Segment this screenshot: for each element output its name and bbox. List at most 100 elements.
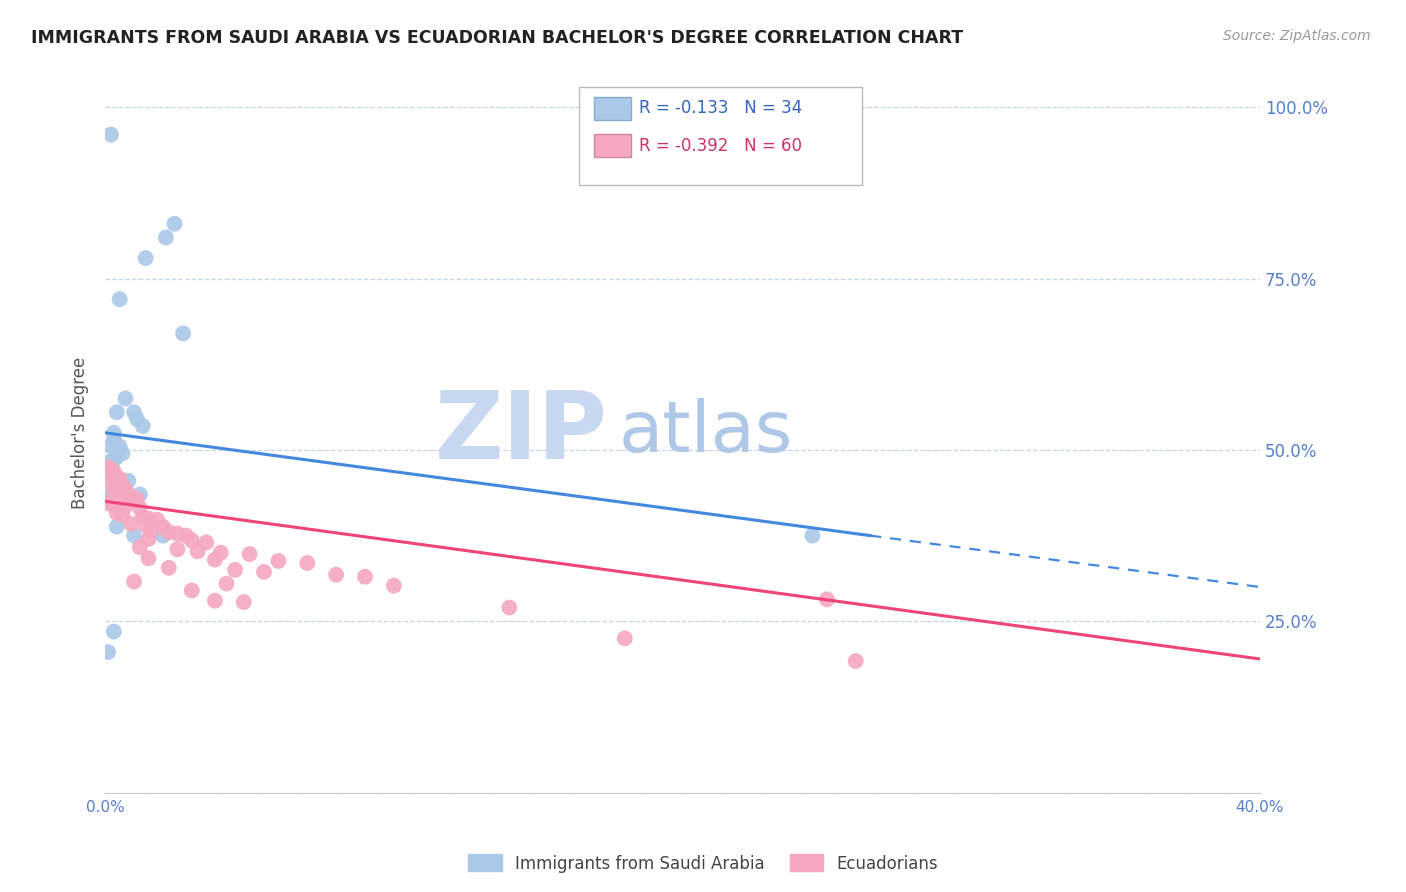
Point xyxy=(613,632,636,646)
Point xyxy=(152,519,174,533)
Point xyxy=(155,230,177,244)
Point xyxy=(97,458,120,472)
Point xyxy=(105,405,128,419)
Point xyxy=(325,567,347,582)
Point xyxy=(135,518,157,533)
Point xyxy=(103,425,125,440)
FancyBboxPatch shape xyxy=(593,134,630,157)
Point xyxy=(132,419,155,434)
Point xyxy=(103,484,125,499)
Point xyxy=(114,483,136,497)
Point xyxy=(166,526,188,541)
Point xyxy=(180,583,202,598)
Point xyxy=(267,554,290,568)
Point xyxy=(215,576,238,591)
Text: atlas: atlas xyxy=(619,399,793,467)
Point xyxy=(105,470,128,484)
Point xyxy=(204,593,226,607)
Point xyxy=(108,478,131,492)
Point xyxy=(128,501,150,516)
Point xyxy=(100,475,122,490)
Point xyxy=(105,519,128,533)
Point xyxy=(801,528,824,542)
Point xyxy=(100,460,122,475)
Point xyxy=(97,455,120,469)
Point xyxy=(815,592,838,607)
Point xyxy=(114,392,136,406)
Point xyxy=(845,654,868,668)
Point xyxy=(103,469,125,483)
Point xyxy=(108,481,131,495)
Point xyxy=(180,533,202,548)
Point xyxy=(128,541,150,555)
Point xyxy=(103,624,125,639)
Point xyxy=(297,556,319,570)
Text: R = -0.392   N = 60: R = -0.392 N = 60 xyxy=(638,136,801,154)
Point xyxy=(111,508,134,522)
Point xyxy=(100,485,122,500)
Point xyxy=(122,405,145,419)
Point xyxy=(354,570,377,584)
Point xyxy=(163,217,186,231)
Point xyxy=(166,542,188,557)
Point xyxy=(111,478,134,492)
Point xyxy=(105,477,128,491)
Point xyxy=(224,563,246,577)
Point xyxy=(100,440,122,454)
Point xyxy=(105,450,128,464)
Point xyxy=(122,491,145,505)
Point xyxy=(120,516,142,531)
Point xyxy=(382,579,405,593)
Point xyxy=(125,412,148,426)
Point xyxy=(111,485,134,500)
Text: Source: ZipAtlas.com: Source: ZipAtlas.com xyxy=(1223,29,1371,43)
Point xyxy=(146,513,169,527)
Point xyxy=(114,499,136,513)
Point xyxy=(138,511,160,525)
Point xyxy=(103,453,125,467)
Point xyxy=(141,524,163,538)
Point xyxy=(138,551,160,566)
Point xyxy=(253,565,276,579)
Point xyxy=(103,472,125,486)
Point xyxy=(174,528,197,542)
Point xyxy=(108,292,131,306)
Point xyxy=(498,600,520,615)
Point xyxy=(232,595,254,609)
Point xyxy=(108,440,131,454)
Point xyxy=(125,492,148,507)
Point xyxy=(132,510,155,524)
Point xyxy=(138,532,160,546)
Point xyxy=(111,481,134,495)
Point xyxy=(122,528,145,542)
Text: ZIP: ZIP xyxy=(434,387,607,479)
Point xyxy=(157,525,180,540)
Point xyxy=(103,498,125,512)
Point xyxy=(97,496,120,510)
Point xyxy=(135,251,157,265)
Point xyxy=(152,528,174,542)
Point xyxy=(128,487,150,501)
Point xyxy=(103,433,125,447)
Point xyxy=(103,465,125,479)
Point xyxy=(108,472,131,486)
Legend: Immigrants from Saudi Arabia, Ecuadorians: Immigrants from Saudi Arabia, Ecuadorian… xyxy=(461,847,945,880)
Point xyxy=(100,462,122,476)
Point xyxy=(100,128,122,142)
Point xyxy=(122,574,145,589)
Text: IMMIGRANTS FROM SAUDI ARABIA VS ECUADORIAN BACHELOR'S DEGREE CORRELATION CHART: IMMIGRANTS FROM SAUDI ARABIA VS ECUADORI… xyxy=(31,29,963,46)
FancyBboxPatch shape xyxy=(593,96,630,120)
Point xyxy=(97,460,120,475)
Point xyxy=(120,490,142,504)
Point xyxy=(97,645,120,659)
Point xyxy=(238,547,260,561)
Point xyxy=(187,544,209,558)
Point xyxy=(204,552,226,566)
Y-axis label: Bachelor's Degree: Bachelor's Degree xyxy=(72,357,89,509)
Point xyxy=(157,561,180,575)
Point xyxy=(117,487,139,501)
Point xyxy=(209,546,232,560)
Point xyxy=(100,465,122,479)
Point xyxy=(172,326,194,341)
FancyBboxPatch shape xyxy=(579,87,862,185)
